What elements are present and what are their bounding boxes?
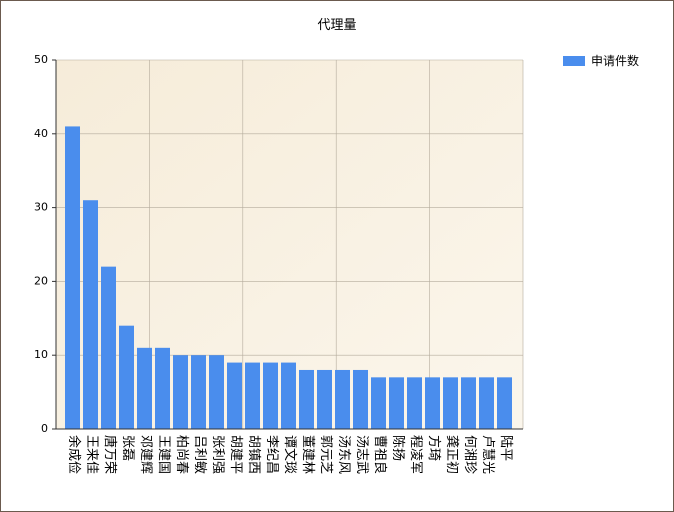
bar-1 — [83, 200, 98, 429]
bar-18 — [389, 377, 404, 429]
bar-17 — [371, 377, 386, 429]
bar-8 — [209, 355, 224, 429]
bar-10 — [245, 362, 260, 429]
bar-19 — [407, 377, 422, 429]
y-tick-label: 20 — [34, 274, 48, 287]
axes — [52, 59, 523, 430]
x-tick-label: 胡镇西 — [246, 435, 261, 474]
y-tick-label: 0 — [41, 422, 48, 435]
x-tick-label: 何湘珍 — [462, 435, 478, 474]
x-tick-label: 董建林 — [300, 435, 315, 474]
bar-9 — [227, 362, 242, 429]
x-tick-label: 唐万荣 — [102, 435, 118, 474]
bar-20 — [425, 377, 440, 429]
x-tick-label: 汤志武 — [354, 435, 369, 474]
y-tick-label: 30 — [34, 201, 48, 214]
bar-4 — [137, 347, 152, 429]
x-tick-label: 胡建平 — [228, 435, 243, 474]
x-tick-label: 邓建辉 — [138, 435, 153, 474]
x-tick-label: 程凌军 — [408, 435, 423, 474]
bar-2 — [101, 266, 116, 429]
bar-24 — [497, 377, 512, 429]
bar-11 — [263, 362, 278, 429]
x-tick-label: 李纪昌 — [264, 435, 279, 474]
y-tick-labels: 0 10 20 30 40 50 — [34, 53, 48, 435]
legend: 申请件数 — [563, 52, 639, 69]
y-tick-label: 40 — [34, 127, 48, 140]
x-tick-label: 龚正初 — [444, 435, 459, 474]
x-tick-label: 郭元芝 — [318, 435, 334, 474]
x-tick-label: 张利强 — [210, 435, 225, 474]
x-tick-label: 陆平 — [498, 435, 514, 461]
x-tick-label: 方琦 — [426, 435, 442, 461]
x-tick-label: 吕利敏 — [192, 435, 207, 474]
bar-21 — [443, 377, 458, 429]
y-tick-label: 50 — [34, 53, 48, 66]
bar-14 — [317, 369, 332, 429]
bar-16 — [353, 369, 368, 429]
bar-3 — [119, 325, 134, 429]
x-tick-label: 汤东风 — [336, 435, 351, 474]
x-tick-labels: 余成俭 王来佳 唐万荣 张磊 邓建辉 王建国 柏尚春 吕利敏 张利强 胡建平 胡镇西 李纪昌 谭文琰 董建… — [66, 435, 514, 474]
y-tick-label: 10 — [34, 348, 48, 361]
bar-13 — [299, 369, 314, 429]
bar-0 — [65, 126, 80, 430]
bar-22 — [461, 377, 476, 429]
x-tick-label: 王来佳 — [84, 435, 99, 474]
x-tick-label: 谭文琰 — [282, 435, 297, 474]
x-tick-label: 卢慧光 — [480, 435, 496, 474]
bar-7 — [191, 355, 206, 429]
x-tick-label: 曹祖良 — [372, 435, 388, 474]
x-tick-label: 余成俭 — [66, 435, 82, 474]
x-tick-label: 张磊 — [120, 435, 135, 461]
bars — [65, 126, 512, 430]
chart-title: 代理量 — [317, 18, 357, 33]
x-tick-label: 陈扬 — [390, 435, 406, 461]
x-tick-label: 柏尚春 — [174, 435, 189, 474]
legend-swatch — [563, 55, 585, 66]
bar-12 — [281, 362, 296, 429]
bar-5 — [155, 347, 170, 429]
bar-23 — [479, 377, 494, 429]
bar-15 — [335, 369, 350, 429]
bar-6 — [173, 355, 188, 429]
x-tick-label: 王建国 — [156, 435, 171, 474]
legend-label: 申请件数 — [591, 54, 640, 68]
